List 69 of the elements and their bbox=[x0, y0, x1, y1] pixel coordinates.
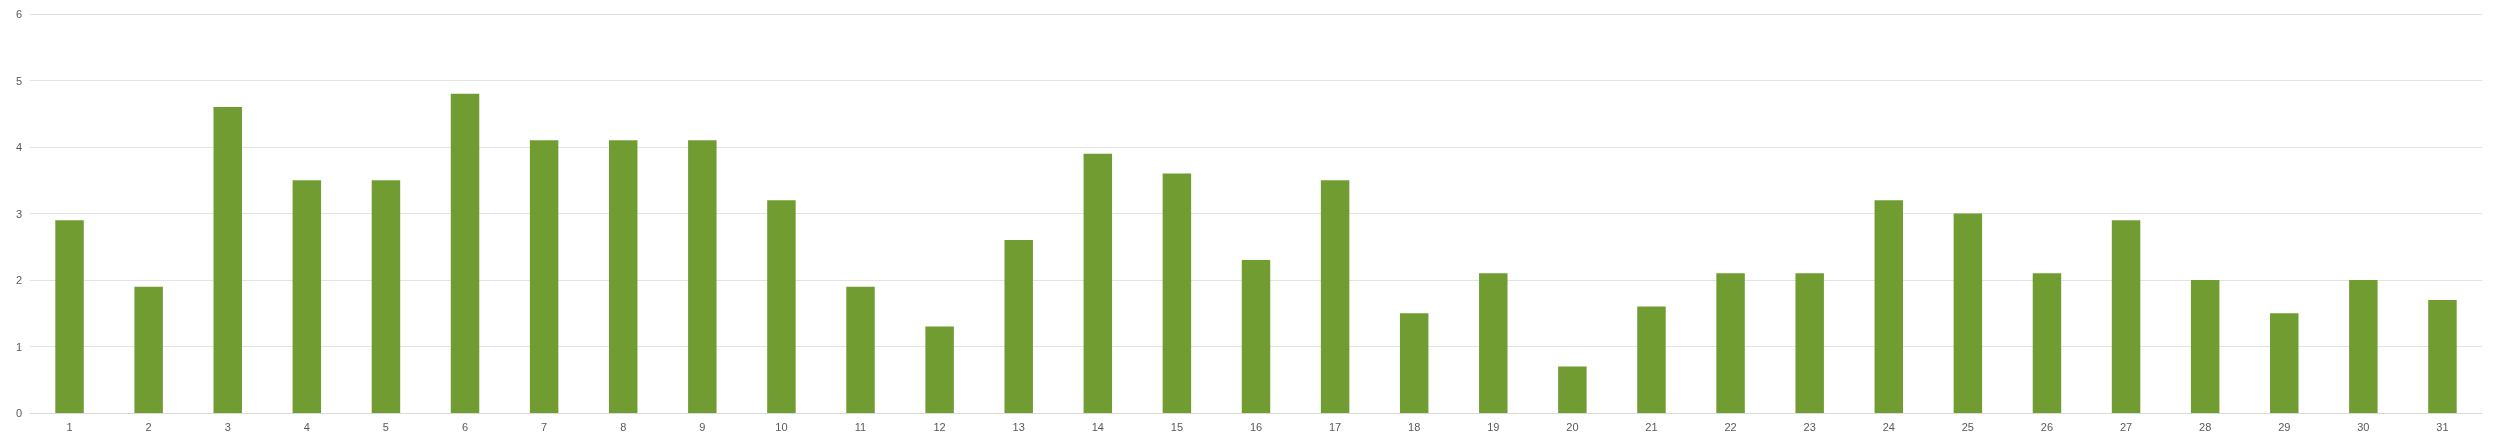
x-tick-label: 11 bbox=[854, 420, 867, 433]
x-tick-label: 25 bbox=[1961, 420, 1974, 433]
x-tick-label: 30 bbox=[2357, 420, 2370, 433]
y-tick-label: 0 bbox=[15, 407, 22, 419]
x-tick-label: 26 bbox=[2040, 420, 2054, 433]
y-tick-label: 1 bbox=[15, 340, 22, 353]
bar bbox=[450, 93, 480, 413]
x-tick-label: 15 bbox=[1170, 420, 1184, 433]
bar bbox=[1637, 306, 1666, 413]
x-tick-label: 22 bbox=[1724, 420, 1737, 433]
y-tick-label: 4 bbox=[15, 141, 22, 153]
x-tick-label: 1 bbox=[66, 420, 73, 433]
x-tick-label: 6 bbox=[461, 420, 469, 433]
bar bbox=[767, 200, 796, 413]
x-tick-label: 28 bbox=[2199, 420, 2212, 433]
x-tick-label: 31 bbox=[2436, 420, 2449, 433]
x-tick-label: 23 bbox=[1803, 420, 1816, 433]
bar bbox=[1320, 180, 1350, 413]
bar bbox=[688, 140, 717, 413]
bar bbox=[1083, 153, 1113, 413]
x-tick-label: 9 bbox=[699, 420, 706, 433]
bar bbox=[1795, 273, 1824, 413]
bar bbox=[846, 286, 875, 413]
x-tick-label: 13 bbox=[1012, 420, 1025, 433]
x-tick-label: 19 bbox=[1487, 420, 1500, 433]
bar bbox=[1241, 260, 1271, 413]
x-tick-label: 7 bbox=[541, 420, 548, 433]
x-tick-label: 2 bbox=[145, 420, 152, 433]
x-tick-label: 12 bbox=[933, 420, 946, 433]
bar bbox=[1953, 213, 1983, 413]
bar bbox=[292, 180, 322, 413]
bar bbox=[2428, 299, 2457, 413]
bar bbox=[2349, 280, 2378, 413]
y-tick-label: 6 bbox=[15, 8, 22, 20]
bar bbox=[1874, 200, 1904, 413]
x-tick-label: 18 bbox=[1408, 420, 1421, 433]
bar bbox=[2111, 220, 2141, 413]
bar bbox=[1558, 366, 1587, 413]
bar bbox=[2270, 313, 2299, 413]
x-tick-label: 14 bbox=[1091, 420, 1104, 433]
bar bbox=[1399, 313, 1429, 413]
bar bbox=[608, 140, 638, 413]
x-tick-label: 8 bbox=[620, 420, 627, 433]
x-tick-label: 27 bbox=[2119, 420, 2133, 433]
bar bbox=[925, 326, 954, 413]
bar bbox=[2190, 280, 2220, 413]
y-tick-label: 3 bbox=[15, 207, 22, 220]
bar bbox=[371, 180, 401, 413]
x-tick-label: 10 bbox=[775, 420, 788, 433]
x-tick-label: 4 bbox=[303, 420, 310, 433]
x-tick-label: 24 bbox=[1882, 420, 1895, 433]
x-tick-label: 20 bbox=[1566, 420, 1579, 433]
bar bbox=[1716, 273, 1745, 413]
x-tick-label: 16 bbox=[1249, 420, 1263, 433]
bar bbox=[529, 140, 559, 413]
bar bbox=[1479, 273, 1508, 413]
x-tick-label: 5 bbox=[382, 420, 389, 433]
bar bbox=[2032, 273, 2062, 413]
x-tick-label: 29 bbox=[2278, 420, 2291, 433]
bar bbox=[213, 107, 242, 413]
y-tick-label: 5 bbox=[15, 74, 22, 87]
bar bbox=[1004, 240, 1033, 413]
bar bbox=[1162, 173, 1192, 413]
y-tick-label: 2 bbox=[15, 274, 22, 286]
bar bbox=[55, 220, 84, 413]
x-tick-label: 17 bbox=[1328, 420, 1342, 433]
x-tick-label: 21 bbox=[1645, 420, 1658, 433]
x-tick-label: 3 bbox=[224, 420, 231, 433]
bar bbox=[134, 286, 163, 413]
